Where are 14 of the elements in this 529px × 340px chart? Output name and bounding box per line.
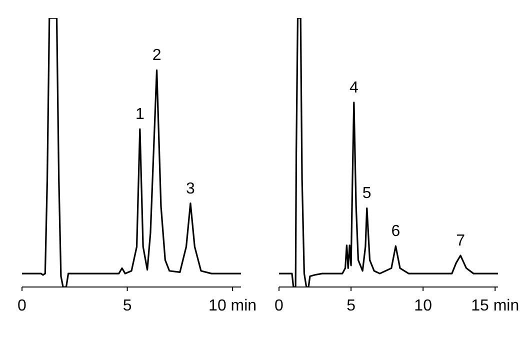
- annotation: 1: [135, 106, 144, 124]
- annotation: 7: [456, 232, 466, 250]
- x-tick-label: 0: [18, 297, 27, 314]
- x-tick-label: 10 min: [208, 297, 257, 314]
- annotation: 5: [362, 185, 372, 202]
- annotation: 3: [186, 180, 196, 198]
- annotation: 4: [349, 79, 358, 96]
- x-tick-label: 5: [122, 297, 132, 314]
- annotation: 2: [152, 47, 162, 64]
- x-tick-label: 5: [346, 297, 356, 314]
- x-tick-label: 15 min: [471, 297, 520, 314]
- x-tick-label: 0: [274, 297, 284, 314]
- x-tick-label: 10: [414, 297, 432, 314]
- annotation: 6: [391, 223, 400, 240]
